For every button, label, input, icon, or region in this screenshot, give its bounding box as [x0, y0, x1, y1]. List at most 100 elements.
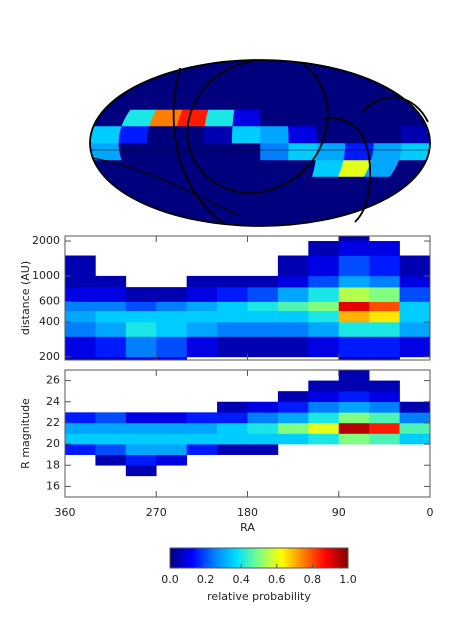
- heat-cell: [277, 412, 309, 424]
- heat-cell: [186, 412, 218, 424]
- heat-cell: [217, 301, 248, 312]
- heat-cell: [338, 287, 370, 302]
- heat-cell: [308, 433, 340, 445]
- heat-cell: [156, 422, 187, 434]
- heat-cell: [95, 301, 127, 312]
- heat-cell: [186, 275, 218, 288]
- map-cell: [204, 109, 235, 127]
- heat-cell: [338, 236, 370, 242]
- map-cell: [231, 109, 261, 127]
- map-cell: [89, 142, 122, 161]
- y-tick-label: 26: [46, 374, 60, 387]
- heat-cell: [186, 422, 218, 434]
- heat-cell: [369, 310, 400, 323]
- map-cell: [231, 125, 261, 144]
- heat-cell: [277, 255, 309, 277]
- heat-cell: [277, 287, 309, 302]
- heat-cell: [308, 255, 340, 277]
- y-tick-label: 16: [46, 479, 60, 492]
- heat-cell: [217, 310, 248, 323]
- heat-cell: [369, 391, 400, 403]
- heat-cell: [65, 310, 96, 323]
- heat-cell: [369, 287, 400, 302]
- heat-cell: [277, 310, 309, 323]
- heat-cell: [247, 301, 279, 312]
- heat-cell: [156, 454, 187, 466]
- heat-cell: [277, 391, 309, 403]
- heat-cell: [95, 422, 127, 434]
- heat-cell: [247, 275, 279, 288]
- heat-cell: [369, 241, 400, 256]
- heat-cell: [247, 322, 279, 337]
- colorbar: [169, 547, 349, 569]
- map-curve: [361, 96, 429, 123]
- heat-cell: [338, 401, 370, 413]
- y-axis-label: distance (AU): [19, 261, 32, 335]
- heat-cell: [399, 422, 431, 434]
- heat-cell: [125, 310, 157, 323]
- x-tick-label: 270: [146, 506, 167, 519]
- heat-cell: [217, 322, 248, 337]
- heat-cell: [399, 255, 431, 277]
- heat-cell: [125, 433, 157, 445]
- heat-cell: [95, 310, 127, 323]
- colorbar-tick-label: 0.4: [232, 573, 250, 586]
- heat-cell: [95, 275, 127, 288]
- y-tick-label: 24: [46, 395, 60, 408]
- heat-cell: [338, 301, 370, 312]
- heat-cell: [125, 465, 157, 477]
- heat-cell: [338, 422, 370, 434]
- heat-cell: [186, 433, 218, 445]
- map-curve: [186, 61, 329, 194]
- heat-cell: [156, 444, 187, 455]
- heat-cell: [125, 356, 157, 361]
- map-outline: [89, 59, 431, 227]
- map-cell: [146, 125, 178, 144]
- map-cell: [259, 191, 284, 207]
- heat-cell: [95, 287, 127, 302]
- heat-cell: [338, 255, 370, 277]
- heat-cell: [186, 336, 218, 358]
- map-cell: [287, 142, 317, 161]
- heat-cell: [125, 336, 157, 358]
- map-cell: [259, 159, 289, 177]
- heat-cell: [308, 275, 340, 288]
- colorbar-label: relative probability: [207, 590, 311, 603]
- heat-cell: [65, 287, 96, 302]
- heat-cell: [247, 401, 279, 413]
- map-curve: [172, 67, 226, 225]
- heat-cell: [156, 310, 187, 323]
- heat-cell: [156, 301, 187, 312]
- heat-cell: [65, 301, 96, 312]
- heat-cell: [156, 322, 187, 337]
- heat-cell: [338, 433, 370, 445]
- heat-cell: [399, 433, 431, 445]
- heat-cell: [277, 433, 309, 445]
- heat-cell: [308, 241, 340, 256]
- map-cell: [259, 109, 289, 127]
- heat-cell: [308, 310, 340, 323]
- heat-cell: [125, 322, 157, 337]
- heat-cell: [308, 391, 340, 403]
- map-cell: [146, 142, 178, 161]
- heat-cell: [217, 275, 248, 288]
- heat-cell: [369, 433, 400, 445]
- colorbar-tick-label: 1.0: [339, 573, 357, 586]
- colorbar-tick-label: 0.2: [197, 573, 215, 586]
- heat-cell: [369, 412, 400, 424]
- heat-cell: [65, 444, 96, 455]
- heat-cell: [125, 422, 157, 434]
- colorbar-tick-label: 0.6: [268, 573, 286, 586]
- heat-cell: [369, 301, 400, 312]
- heat-cell: [247, 433, 279, 445]
- heat-cell: [338, 322, 370, 337]
- x-tick-label: 0: [427, 506, 434, 519]
- heat-cell: [186, 287, 218, 302]
- map-cell: [259, 142, 289, 161]
- map-cell: [370, 142, 402, 161]
- map-cell: [398, 125, 431, 144]
- heat-cell: [308, 301, 340, 312]
- heat-cell: [125, 412, 157, 424]
- map-cell: [118, 142, 150, 161]
